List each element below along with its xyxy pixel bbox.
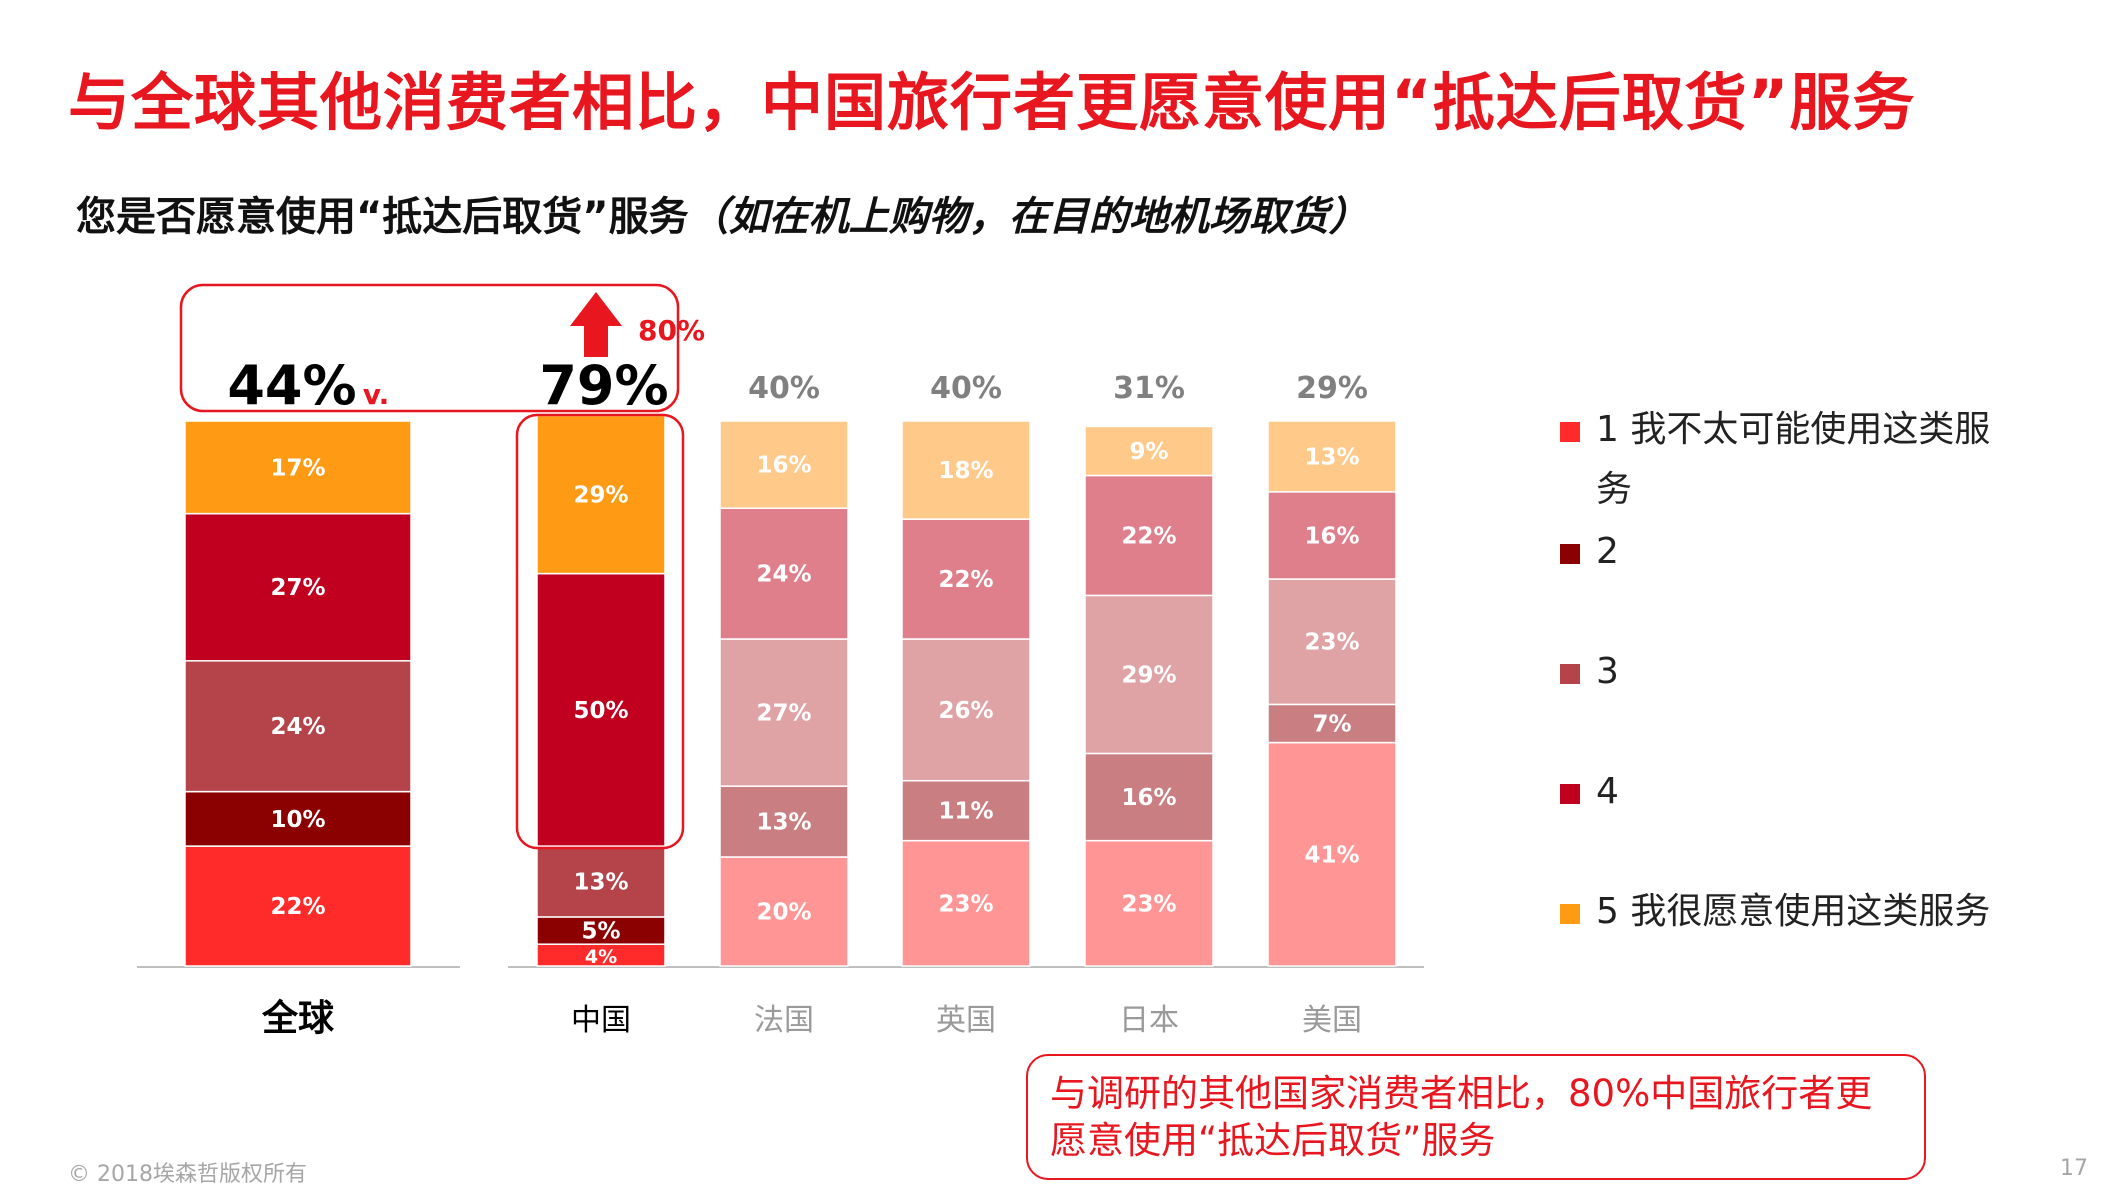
- bar-segment: [536, 414, 666, 575]
- subtitle-italic: （如在机上购物，在目的地机场取货）: [688, 194, 1369, 240]
- comparison-frame: [179, 283, 680, 413]
- legend-swatch-1: [1560, 422, 1580, 442]
- top-total-label: 31%: [1113, 371, 1185, 406]
- data-label: 41%: [1304, 842, 1359, 868]
- up-arrow-icon: [570, 292, 622, 357]
- data-label: 22%: [270, 894, 325, 920]
- category-label: 英国: [936, 1003, 996, 1038]
- bar-segment: [1084, 425, 1214, 477]
- chart-subtitle: 您是否愿意使用“抵达后取货”服务（如在机上购物，在目的地机场取货）: [76, 184, 1369, 242]
- bar-segment: [1084, 839, 1214, 967]
- top-total-label-china: 79%: [539, 354, 668, 417]
- bar-segment: [1267, 741, 1397, 967]
- data-label: 50%: [573, 698, 628, 724]
- category-label: 美国: [1302, 1003, 1362, 1038]
- data-label: 18%: [938, 458, 993, 484]
- legend-swatch-5: [1560, 904, 1580, 924]
- category-label: 法国: [754, 1003, 814, 1038]
- bar-segment: [719, 785, 849, 858]
- data-label: 24%: [756, 562, 811, 588]
- legend-swatch-3: [1560, 664, 1580, 684]
- bar-segment: [901, 518, 1031, 640]
- data-label: 23%: [1121, 891, 1176, 917]
- data-label: 11%: [938, 799, 993, 825]
- top-total-label: 29%: [1296, 371, 1368, 406]
- versus-label: v.: [363, 378, 390, 411]
- legend-swatch-4: [1560, 784, 1580, 804]
- china-highlight-frame: [515, 413, 685, 850]
- bar-segment: [719, 638, 849, 787]
- legend-label-5: 5 我很愿意使用这类服务: [1596, 891, 1991, 932]
- bar-segment: [1267, 703, 1397, 744]
- increase-label: 80%: [638, 314, 705, 347]
- legend-label-2: 2: [1596, 531, 1619, 572]
- bar-segment: [536, 845, 666, 918]
- data-label: 22%: [938, 567, 993, 593]
- legend-swatch-2: [1560, 544, 1580, 564]
- data-label: 23%: [1304, 630, 1359, 656]
- legend-label-1: 1 我不太可能使用这类服务: [1596, 409, 1991, 510]
- legend-label-3: 3: [1596, 651, 1619, 692]
- top-total-label: 40%: [930, 371, 1002, 406]
- data-label: 27%: [756, 701, 811, 727]
- data-label: 9%: [1129, 439, 1168, 465]
- category-label: 中国: [571, 1003, 631, 1038]
- category-label: 全球: [261, 997, 335, 1039]
- bar-segment: [1084, 474, 1214, 597]
- bar-segment: [901, 420, 1031, 520]
- subtitle-main: 您是否愿意使用“抵达后取货”服务: [76, 194, 689, 240]
- top-total-label: 40%: [748, 371, 820, 406]
- data-label: 4%: [585, 946, 617, 968]
- bar-segment: [901, 638, 1031, 782]
- page-title: 与全球其他消费者相比，中国旅行者更愿意使用“抵达后取货”服务: [68, 66, 1916, 139]
- callout-box: 与调研的其他国家消费者相比，80%中国旅行者更愿意使用“抵达后取货”服务: [1026, 1054, 1926, 1180]
- data-label: 7%: [1312, 711, 1351, 737]
- legend-label-4: 4: [1596, 771, 1619, 812]
- data-label: 22%: [1121, 523, 1176, 549]
- page-number: 17: [2060, 1156, 2088, 1181]
- data-label: 24%: [270, 714, 325, 740]
- bar-segment: [184, 845, 412, 967]
- data-label: 26%: [938, 698, 993, 724]
- bar-segment: [719, 856, 849, 967]
- data-label: 20%: [756, 900, 811, 926]
- bar-segment: [1267, 578, 1397, 706]
- copyright-footer: © 2018埃森哲版权所有: [68, 1162, 307, 1187]
- data-label: 27%: [270, 575, 325, 601]
- bar-segment: [184, 512, 412, 662]
- bar-segment: [901, 779, 1031, 842]
- data-label: 13%: [573, 870, 628, 896]
- bar-segment: [719, 420, 849, 509]
- data-label: 16%: [756, 453, 811, 479]
- data-label: 16%: [1121, 785, 1176, 811]
- bar-segment: [536, 916, 666, 945]
- bar-segment: [1267, 491, 1397, 580]
- bar-segment: [719, 507, 849, 640]
- data-label: 13%: [756, 810, 811, 836]
- bar-segment: [184, 660, 412, 793]
- bar-segment: [1267, 420, 1397, 493]
- data-label: 13%: [1304, 444, 1359, 470]
- data-label: 29%: [573, 483, 628, 509]
- data-label: 17%: [270, 455, 325, 481]
- data-label: 16%: [1304, 523, 1359, 549]
- data-label: 10%: [270, 807, 325, 833]
- data-label: 23%: [938, 891, 993, 917]
- bar-segment: [184, 790, 412, 847]
- bar-segment: [901, 839, 1031, 967]
- bar-segment: [1084, 594, 1214, 755]
- top-total-label-global: 44%: [227, 354, 356, 417]
- data-label: 5%: [581, 919, 620, 945]
- category-label: 日本: [1119, 1003, 1179, 1038]
- bar-segment: [184, 420, 412, 515]
- data-label: 29%: [1121, 662, 1176, 688]
- bar-segment: [536, 572, 666, 847]
